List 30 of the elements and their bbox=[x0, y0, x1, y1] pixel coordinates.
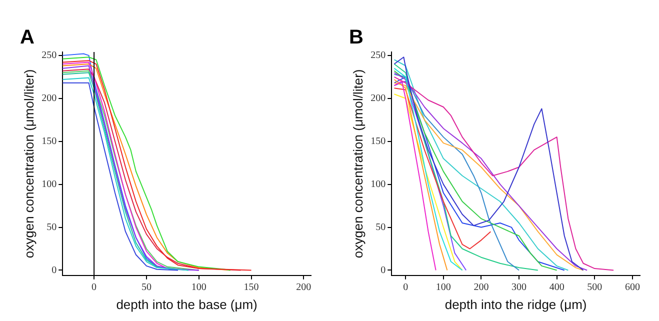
x-tick-label: 300 bbox=[512, 282, 527, 294]
x-axis-title: depth into the ridge (μm) bbox=[444, 296, 587, 312]
y-axis-title: oxygen concentration (μmol/liter) bbox=[21, 69, 36, 258]
x-tick-label: 500 bbox=[587, 282, 602, 294]
x-tick-label: 100 bbox=[436, 282, 451, 294]
x-tick-label: 600 bbox=[624, 282, 640, 294]
x-tick-label: 150 bbox=[244, 282, 259, 294]
x-tick-label: 400 bbox=[549, 282, 564, 294]
y-tick-label: 250 bbox=[42, 50, 57, 62]
y-axis-title: oxygen concentration (μmol/liter) bbox=[350, 69, 366, 258]
y-tick-label: 50 bbox=[376, 222, 386, 233]
x-tick-label: 0 bbox=[403, 282, 408, 294]
x-tick-label: 200 bbox=[296, 282, 312, 294]
x-tick-label: 50 bbox=[141, 282, 152, 294]
y-tick-label: 200 bbox=[370, 93, 386, 104]
y-tick-label: 50 bbox=[46, 222, 57, 233]
y-tick-label: 150 bbox=[42, 136, 57, 147]
y-tick-label: 100 bbox=[42, 178, 57, 190]
y-tick-label: 250 bbox=[370, 50, 386, 62]
chart-title: B bbox=[349, 26, 364, 49]
y-tick-label: 200 bbox=[42, 93, 57, 104]
x-tick-label: 0 bbox=[92, 282, 97, 294]
y-tick-label: 150 bbox=[370, 136, 386, 147]
y-tick-label: 0 bbox=[380, 264, 386, 276]
chart-title: A bbox=[20, 26, 34, 49]
x-axis-title: depth into the base (μm) bbox=[116, 296, 258, 312]
x-tick-label: 100 bbox=[191, 282, 206, 294]
y-tick-label: 100 bbox=[370, 178, 386, 190]
y-tick-label: 0 bbox=[52, 264, 57, 276]
x-tick-label: 200 bbox=[474, 282, 489, 294]
